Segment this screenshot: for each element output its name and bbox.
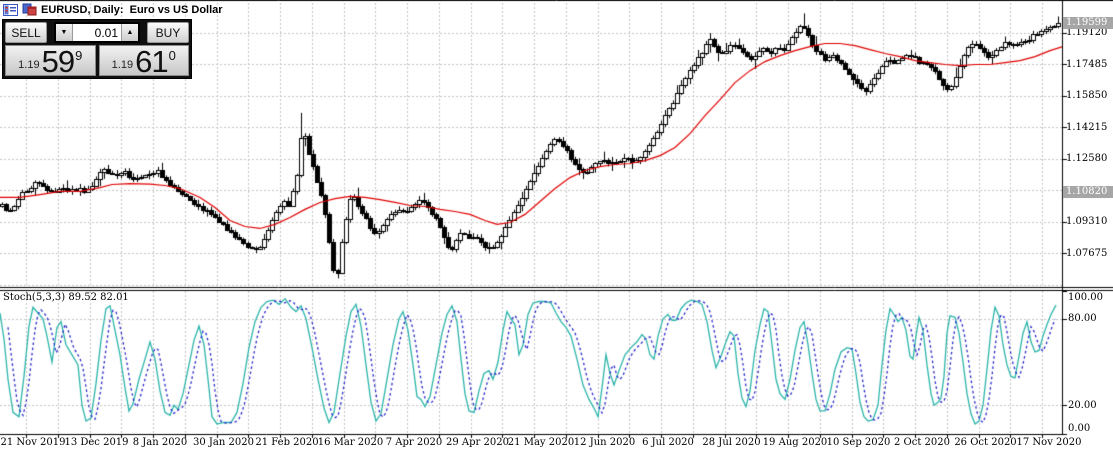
indicator-label: Stoch(5,3,3) 89.52 82.01 [3,292,129,303]
date-label: 16 Mar 2020 [317,437,384,448]
date-label: 13 Dec 2019 [64,437,129,448]
up-arrow-icon: ▲ [126,29,134,36]
price-axis-label: 1.09310 [1066,216,1108,228]
stoch-axis-label: 20.00 [1068,399,1097,411]
date-label: 21 Nov 2019 [0,437,66,448]
date-label: 21 May 2020 [507,437,575,448]
down-arrow-icon: ▼ [60,29,68,36]
price-axis-label: 1.15850 [1066,90,1108,101]
date-label: 10 Sep 2020 [826,437,891,448]
chart-window-icon [3,3,18,16]
chart-title-bar: EURUSD, Daily: Euro vs US Dollar [3,2,223,17]
cascade-windows-icon [22,3,37,16]
date-label: 17 Nov 2020 [1016,437,1082,448]
sell-price-display[interactable]: 1.19 59 9 [5,44,96,79]
lot-size-input[interactable] [73,24,121,41]
buy-price-frac: 1.19 [111,59,134,71]
date-label: 19 Aug 2020 [762,437,828,448]
trade-panel-top-row: SELL ▼ ▲ BUY [5,22,189,43]
date-label: 28 Jul 2020 [702,437,761,448]
price-axis-label: 1.19120 [1066,27,1108,38]
lot-decrease-button[interactable]: ▼ [56,24,73,41]
stoch-axis-label: 80.00 [1068,313,1097,325]
stoch-axis-label: 100.00 [1068,291,1103,303]
date-label: 2 Oct 2020 [894,437,950,448]
date-label: 6 Jul 2020 [642,437,694,448]
buy-price-display[interactable]: 1.19 61 0 [98,44,189,79]
price-axis-label: 1.17485 [1066,58,1108,70]
bid-price-box: 1.19599 [1063,17,1113,30]
sell-button[interactable]: SELL [5,22,47,43]
stoch-axis-label: 0.00 [1068,423,1091,434]
date-label: 21 Feb 2020 [255,437,319,448]
sell-price-frac: 1.19 [18,59,40,71]
chart-title: EURUSD, Daily: Euro vs US Dollar [41,3,223,16]
sell-price-big: 59 [41,44,75,79]
lot-increase-button[interactable]: ▲ [121,24,138,41]
date-label: 30 Jan 2020 [193,437,254,448]
date-label: 8 Jan 2020 [132,437,188,448]
price-axis-label: 1.12580 [1066,153,1108,164]
price-axis-label: 1.14215 [1066,121,1108,133]
buy-button[interactable]: BUY [147,22,189,43]
buy-price-big: 61 [135,44,168,79]
date-label: 7 Apr 2020 [385,437,443,448]
price-axis-label: 1.07675 [1066,247,1108,259]
buy-price-sup: 0 [168,48,176,63]
price-level-box: 1.10820 [1063,186,1113,199]
date-label: 26 Oct 2020 [954,437,1017,448]
trade-panel-price-row: 1.19 59 9 1.19 61 0 [5,44,189,79]
lot-size-control: ▼ ▲ [54,22,140,43]
sell-price-sup: 9 [75,48,83,63]
date-label: 29 Apr 2020 [446,437,509,448]
date-label: 12 Jun 2020 [573,437,636,448]
